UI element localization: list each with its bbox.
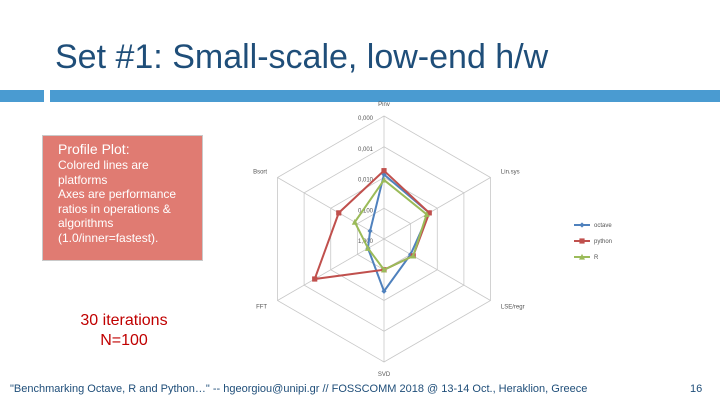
profile-line-2: Axes are performance ratios in operation…: [58, 187, 177, 231]
legend-marker-octave: [579, 222, 585, 228]
legend-label-octave: octave: [594, 223, 612, 229]
data-point-R: [351, 218, 358, 225]
axis-label: Pinv: [378, 102, 390, 108]
data-point-python: [336, 210, 342, 216]
profile-plot-box: Profile Plot: Colored lines are platform…: [42, 135, 203, 261]
title-accent-bar-right: [50, 90, 720, 102]
profile-plot-text: Colored lines are platforms Axes are per…: [58, 158, 188, 246]
grid-spoke: [383, 238, 491, 301]
legend-marker-R: [579, 253, 585, 260]
tick-label: 0,001: [358, 147, 374, 153]
series-line-R: [353, 178, 428, 272]
tick-label: 0,100: [358, 208, 374, 214]
slide-title: Set #1: Small-scale, low-end h/w: [55, 38, 549, 76]
data-point-octave: [367, 228, 373, 234]
axis-label: Lin.sys: [501, 170, 520, 176]
legend-marker-python: [579, 238, 585, 244]
iterations-note: 30 iterations N=100: [60, 311, 188, 351]
data-point-R: [381, 266, 387, 273]
tick-label: 0,000: [358, 116, 374, 122]
grid-spoke: [277, 177, 385, 240]
data-point-R: [410, 252, 417, 259]
footer-citation: "Benchmarking Octave, R and Python…" -- …: [10, 383, 588, 395]
legend-label-python: python: [594, 239, 612, 245]
axis-label: Bsort: [253, 170, 267, 176]
data-point-python: [426, 210, 432, 216]
note-line-2: N=100: [100, 332, 148, 349]
data-point-octave: [381, 288, 387, 294]
data-point-R: [381, 176, 387, 183]
data-point-python: [381, 168, 387, 174]
profile-plot-title: Profile Plot:: [58, 141, 130, 157]
axis-label: FFT: [256, 305, 267, 311]
data-point-R: [364, 245, 371, 251]
data-point-python: [312, 276, 318, 282]
data-point-R: [423, 211, 430, 217]
legend-label-R: R: [594, 255, 599, 261]
title-accent-bar-left: [0, 90, 44, 102]
axis-label: SVD: [378, 372, 391, 378]
profile-line-3: (1.0/inner=fastest).: [58, 230, 159, 245]
axis-label: LSE/regr: [501, 305, 525, 311]
profile-line-1: Colored lines are platforms: [58, 158, 149, 187]
page-number: 16: [690, 383, 703, 395]
note-line-1: 30 iterations: [80, 312, 168, 329]
tick-label: 0,010: [358, 178, 374, 184]
grid-spoke: [383, 177, 491, 240]
